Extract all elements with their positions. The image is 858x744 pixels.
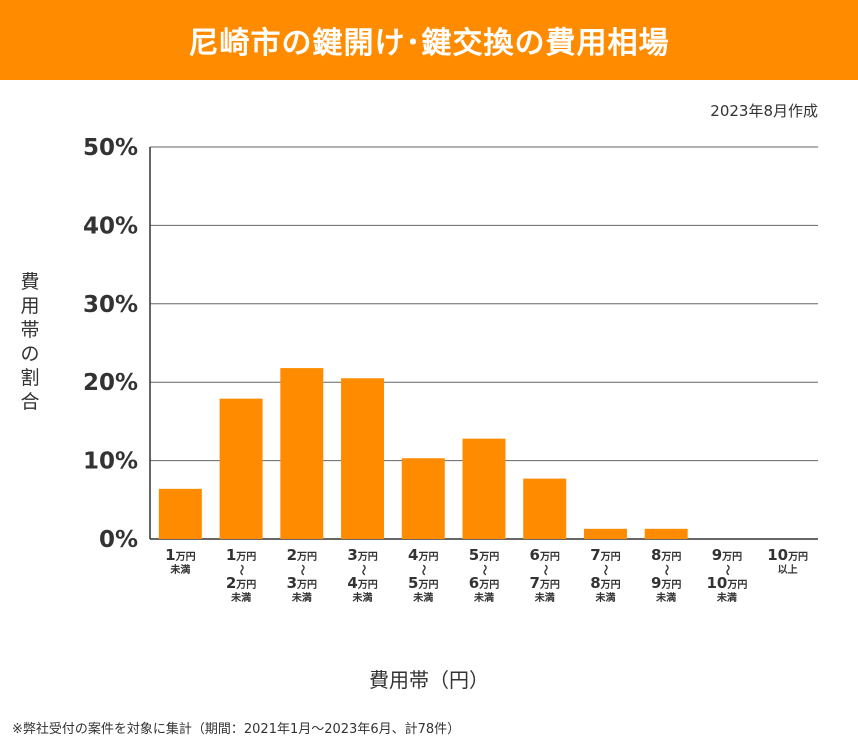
y-tick-label: 40% bbox=[83, 213, 138, 239]
x-tick-label: 10万円 以上 bbox=[767, 546, 809, 577]
x-tick-label: 8万円～ 9万円 未満 bbox=[650, 546, 682, 605]
x-tick-label: 1万円 未満 bbox=[165, 546, 196, 577]
y-tick-label: 50% bbox=[83, 135, 138, 161]
y-tick-label: 30% bbox=[83, 292, 138, 318]
x-tick-label: 5万円～ 6万円 未満 bbox=[468, 546, 500, 605]
bar bbox=[219, 398, 263, 539]
x-axis-label: 費用帯（円） bbox=[369, 668, 489, 692]
x-tick-label: 2万円～ 3万円 未満 bbox=[286, 546, 318, 605]
x-tick-label: 4万円～ 5万円 未満 bbox=[408, 546, 439, 605]
x-tick-label: 6万円～ 7万円 未満 bbox=[529, 546, 560, 605]
bar bbox=[462, 438, 506, 539]
footnote: ※弊社受付の案件を対象に集計（期間：2021年1月～2023年6月、計78件） bbox=[12, 722, 461, 737]
x-tick-label: 1万円～ 2万円 未満 bbox=[225, 546, 257, 605]
bar bbox=[158, 488, 202, 539]
y-tick-label: 10% bbox=[83, 449, 138, 475]
y-tick-label: 20% bbox=[83, 370, 138, 396]
x-tick-label: 3万円～ 4万円 未満 bbox=[347, 546, 378, 605]
bar bbox=[341, 378, 385, 539]
x-tick-label: 9万円～ 10万円 未満 bbox=[706, 546, 748, 605]
chart-title: 尼崎市の鍵開け･鍵交換の費用相場 bbox=[188, 26, 670, 61]
bar bbox=[401, 458, 445, 539]
y-tick-label: 0% bbox=[99, 527, 138, 553]
bar bbox=[280, 368, 324, 539]
bar bbox=[644, 528, 688, 539]
x-tick-label: 7万円～ 8万円 未満 bbox=[590, 546, 621, 605]
y-axis-label: 費用帯の割合 bbox=[20, 271, 40, 413]
bar bbox=[523, 478, 567, 539]
chart-title-banner: 尼崎市の鍵開け･鍵交換の費用相場 bbox=[0, 0, 858, 80]
date-note: 2023年8月作成 bbox=[710, 102, 818, 120]
bar bbox=[583, 528, 627, 539]
